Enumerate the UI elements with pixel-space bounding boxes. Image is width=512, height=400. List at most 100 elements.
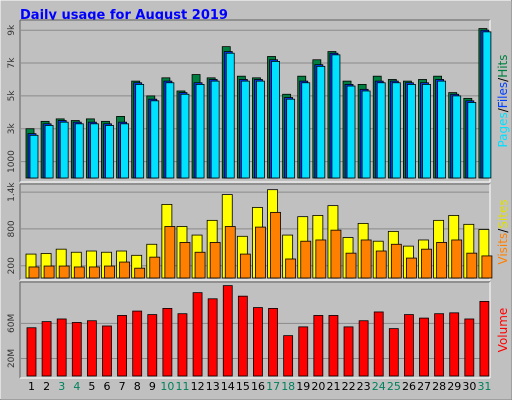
x-tick-label: 9 bbox=[149, 380, 156, 393]
bar bbox=[237, 295, 248, 377]
bar bbox=[346, 85, 356, 179]
y-tick-label: 20M bbox=[7, 349, 17, 368]
bar bbox=[343, 326, 354, 377]
y-tick-label: 9k bbox=[7, 24, 17, 36]
bar bbox=[73, 266, 85, 279]
y-tick-label: 7k bbox=[7, 57, 17, 69]
bar bbox=[452, 95, 462, 179]
bar bbox=[313, 315, 324, 377]
x-tick-label: 2 bbox=[43, 380, 50, 393]
y-tick-label: 800 bbox=[7, 220, 17, 237]
bar bbox=[71, 322, 82, 377]
legend: Visits/Sites bbox=[496, 199, 510, 264]
bar bbox=[481, 255, 493, 279]
x-tick-label: 15 bbox=[236, 380, 250, 393]
bar bbox=[286, 98, 296, 179]
bar bbox=[149, 256, 161, 279]
bar bbox=[270, 211, 281, 279]
x-tick-label: 11 bbox=[176, 380, 190, 393]
bar bbox=[268, 308, 278, 377]
bar bbox=[120, 123, 129, 179]
bar bbox=[117, 315, 127, 377]
bar bbox=[422, 84, 431, 179]
x-tick-label: 3 bbox=[58, 380, 65, 393]
bar bbox=[390, 243, 402, 279]
bar bbox=[56, 318, 67, 377]
bar bbox=[271, 61, 280, 179]
bar bbox=[74, 123, 84, 179]
bar bbox=[28, 266, 40, 279]
bar bbox=[467, 102, 477, 179]
legend-separator: / bbox=[496, 228, 510, 233]
bar bbox=[150, 100, 160, 179]
bar bbox=[225, 52, 235, 179]
y-tick-label: 5k bbox=[7, 90, 17, 102]
bar bbox=[210, 80, 220, 179]
bar bbox=[209, 242, 221, 279]
bar bbox=[466, 252, 478, 279]
y-tick-label: 60M bbox=[7, 314, 17, 333]
bar bbox=[388, 328, 399, 377]
bar bbox=[164, 226, 176, 279]
x-tick-label: 28 bbox=[432, 380, 446, 393]
bar bbox=[240, 80, 250, 179]
bar bbox=[316, 65, 326, 179]
bar bbox=[119, 261, 130, 279]
x-tick-label: 1 bbox=[28, 380, 35, 393]
bar bbox=[464, 318, 475, 377]
bar bbox=[104, 265, 115, 279]
x-tick-label: 30 bbox=[462, 380, 476, 393]
x-tick-label: 19 bbox=[296, 380, 310, 393]
legend-separator: / bbox=[496, 77, 510, 82]
x-tick-label: 17 bbox=[266, 380, 280, 393]
bar bbox=[298, 326, 309, 377]
legend: Pages/Files/Hits bbox=[496, 54, 510, 147]
y-tick-label: 1.4k bbox=[7, 182, 17, 202]
bar bbox=[434, 313, 445, 377]
bar bbox=[224, 226, 236, 279]
x-tick-label: 24 bbox=[372, 380, 386, 393]
legend: Volume bbox=[496, 308, 510, 353]
y-tick-label: 1000 bbox=[7, 150, 17, 173]
bar bbox=[194, 251, 206, 279]
bar bbox=[331, 54, 341, 179]
bar bbox=[482, 31, 492, 179]
bar bbox=[41, 321, 52, 377]
bar bbox=[360, 239, 372, 279]
bar bbox=[179, 242, 191, 279]
bar bbox=[256, 80, 265, 179]
chart-title: Daily usage for August 2019 bbox=[20, 8, 228, 23]
bar bbox=[147, 314, 158, 377]
bar bbox=[419, 317, 429, 377]
bar bbox=[58, 265, 70, 279]
x-tick-label: 20 bbox=[311, 380, 325, 393]
bar bbox=[328, 315, 339, 377]
bar bbox=[301, 82, 311, 179]
bar bbox=[44, 125, 54, 179]
x-tick-label: 21 bbox=[326, 380, 340, 393]
bar bbox=[43, 265, 55, 279]
legend-entry: Sites bbox=[496, 199, 510, 228]
legend-entry: Hits bbox=[496, 54, 510, 77]
bar bbox=[391, 82, 401, 179]
bar bbox=[255, 226, 266, 279]
bar bbox=[283, 335, 294, 377]
x-tick-label: 26 bbox=[402, 380, 416, 393]
bar bbox=[449, 312, 460, 377]
bar bbox=[421, 248, 432, 279]
bar bbox=[89, 123, 99, 179]
bar bbox=[26, 327, 37, 377]
legend-entry: Visits bbox=[496, 233, 510, 265]
bar bbox=[177, 313, 188, 377]
legend-separator: / bbox=[496, 107, 510, 112]
x-tick-label: 8 bbox=[134, 380, 141, 393]
x-tick-label: 14 bbox=[221, 380, 235, 393]
legend-entry: Pages bbox=[496, 112, 510, 147]
x-tick-label: 10 bbox=[160, 380, 174, 393]
x-tick-label: 29 bbox=[447, 380, 461, 393]
bar bbox=[59, 121, 69, 179]
x-tick-label: 4 bbox=[73, 380, 80, 393]
x-tick-label: 25 bbox=[387, 380, 401, 393]
x-tick-label: 23 bbox=[357, 380, 371, 393]
